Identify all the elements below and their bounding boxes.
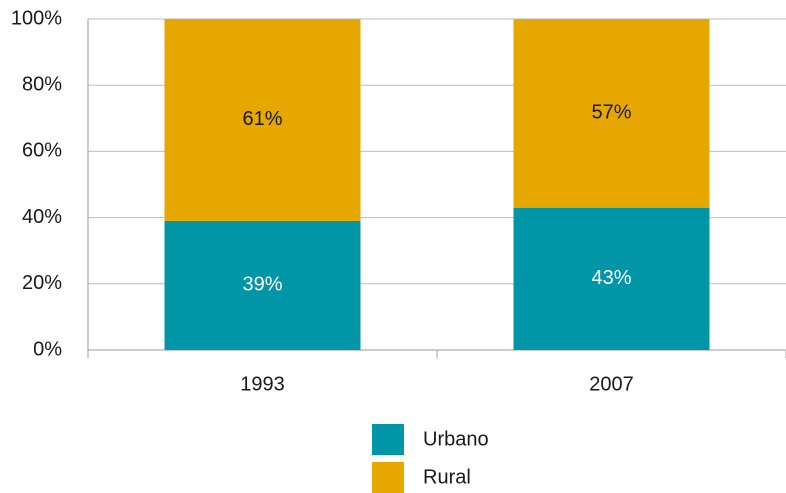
y-tick-label: 40% bbox=[22, 206, 62, 228]
y-tick-label: 0% bbox=[33, 338, 62, 360]
legend-label: Urbano bbox=[423, 428, 489, 450]
legend-label: Rural bbox=[423, 466, 471, 488]
data-label: 57% bbox=[591, 102, 631, 124]
y-tick-label: 100% bbox=[11, 7, 62, 29]
x-tick-label: 2007 bbox=[589, 373, 634, 395]
data-label: 43% bbox=[591, 267, 631, 289]
data-label: 61% bbox=[242, 108, 282, 130]
bar-segment bbox=[513, 207, 710, 350]
bar-segment bbox=[164, 19, 361, 221]
x-tick-label: 1993 bbox=[240, 373, 285, 395]
bar-segment bbox=[164, 220, 361, 350]
data-label: 39% bbox=[242, 274, 282, 296]
legend-swatch bbox=[372, 462, 404, 493]
y-tick-label: 80% bbox=[22, 73, 62, 95]
legend-swatch bbox=[372, 424, 404, 455]
y-tick-label: 60% bbox=[22, 140, 62, 162]
bar-segment bbox=[513, 19, 710, 208]
y-tick-label: 20% bbox=[22, 272, 62, 294]
